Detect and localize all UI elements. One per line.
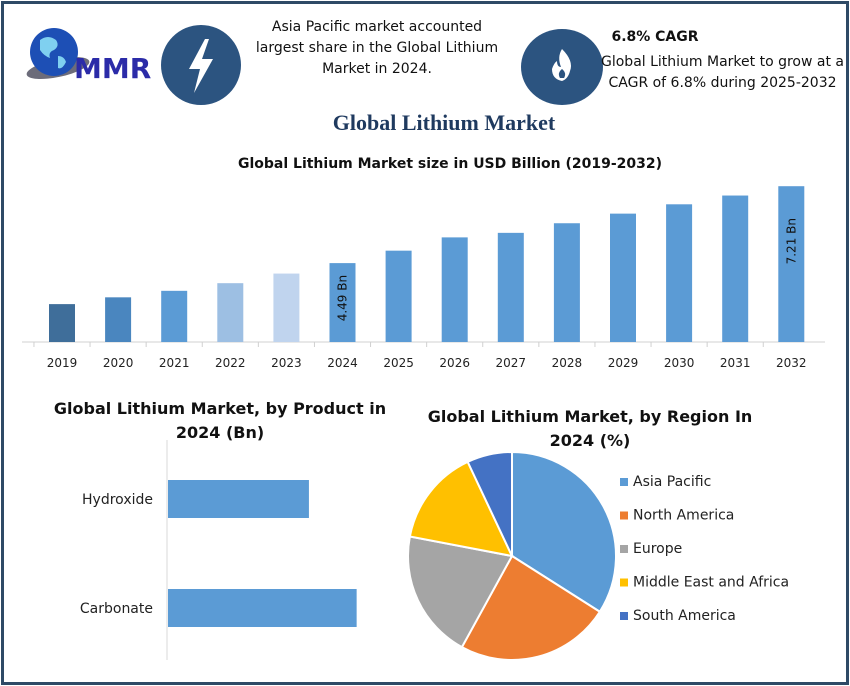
bar-2032 — [778, 186, 805, 342]
data-label-2024: 4.49 Bn — [336, 275, 350, 321]
x-tick-label: 2019 — [47, 356, 78, 370]
logo-text: MMR — [74, 52, 151, 85]
x-tick-label: 2021 — [159, 356, 190, 370]
x-tick-label: 2024 — [327, 356, 358, 370]
legend-swatch — [620, 578, 628, 587]
page-title: Global Lithium Market — [332, 110, 556, 135]
bar-2022 — [217, 283, 244, 342]
market-size-bar-chart: 2019 2020 2021 2022 2023 2024 4.49 Bn 2025 2026 2… — [22, 186, 825, 370]
bar-chart-title: Global Lithium Market size in USD Billio… — [237, 156, 663, 172]
data-label-2032: 7.21 Bn — [784, 218, 798, 264]
legend-label: South America — [633, 608, 736, 624]
bar-2029 — [610, 213, 636, 342]
lightning-icon — [161, 25, 241, 110]
x-tick-label: 2032 — [776, 356, 807, 370]
pie-slice-south-america — [466, 450, 513, 557]
legend-label: Europe — [633, 541, 682, 557]
x-tick-label: 2027 — [496, 356, 527, 370]
legend-swatch — [620, 545, 628, 553]
x-tick-label: 2028 — [552, 356, 583, 370]
x-tick-label: 2029 — [608, 356, 639, 370]
x-tick-label: 2031 — [720, 356, 751, 370]
x-tick-label: 2022 — [215, 356, 246, 370]
flame-icon — [521, 29, 603, 110]
legend-swatch — [620, 511, 628, 520]
legend-label: Asia Pacific — [633, 474, 711, 490]
legend-swatch — [620, 478, 628, 486]
product-bar-chart: Hydroxide Carbonate — [80, 440, 357, 660]
bar-2023 — [273, 273, 300, 342]
legend-label: Middle East and Africa — [633, 575, 789, 591]
category-label: Carbonate — [80, 601, 153, 617]
legend-swatch — [620, 612, 628, 620]
bar-carbonate — [168, 589, 357, 627]
bar-hydroxide — [168, 480, 309, 518]
x-tick-label: 2025 — [383, 356, 414, 370]
x-tick-label: 2023 — [271, 356, 302, 370]
product-chart-title: Global Lithium Market, by Product in 202… — [53, 399, 387, 442]
bar-2019 — [49, 304, 75, 342]
x-tick-label: 2020 — [103, 356, 134, 370]
highlight-asia-text: Asia Pacific market accounted largest sh… — [255, 19, 499, 77]
bar-2021 — [161, 290, 188, 342]
x-tick-label: 2030 — [664, 356, 695, 370]
pie-slice-north-america — [460, 554, 602, 661]
mmr-logo: MMR — [16, 20, 156, 90]
bar-2030 — [666, 204, 693, 342]
x-tick-label: 2026 — [439, 356, 470, 370]
bar-2028 — [553, 223, 580, 342]
bar-2020 — [105, 297, 132, 342]
legend-label: North America — [633, 508, 734, 524]
cagr-heading: 6.8% CAGR — [611, 29, 699, 45]
bar-2024 — [329, 263, 356, 342]
region-pie-chart: Asia Pacific North America Europe Middle Ea… — [407, 450, 789, 661]
category-label: Hydroxide — [82, 492, 153, 508]
bar-2031 — [722, 195, 749, 342]
pie-slice-middle-east-and-africa — [408, 460, 514, 558]
region-chart-title: Global Lithium Market, by Region In 2024… — [427, 407, 753, 450]
bar-2027 — [497, 232, 524, 342]
pie-slice-europe — [407, 535, 514, 649]
bar-2026 — [441, 237, 468, 342]
cagr-text: Global Lithium Market to grow at a CAGR … — [601, 54, 844, 91]
bar-2025 — [385, 250, 412, 342]
